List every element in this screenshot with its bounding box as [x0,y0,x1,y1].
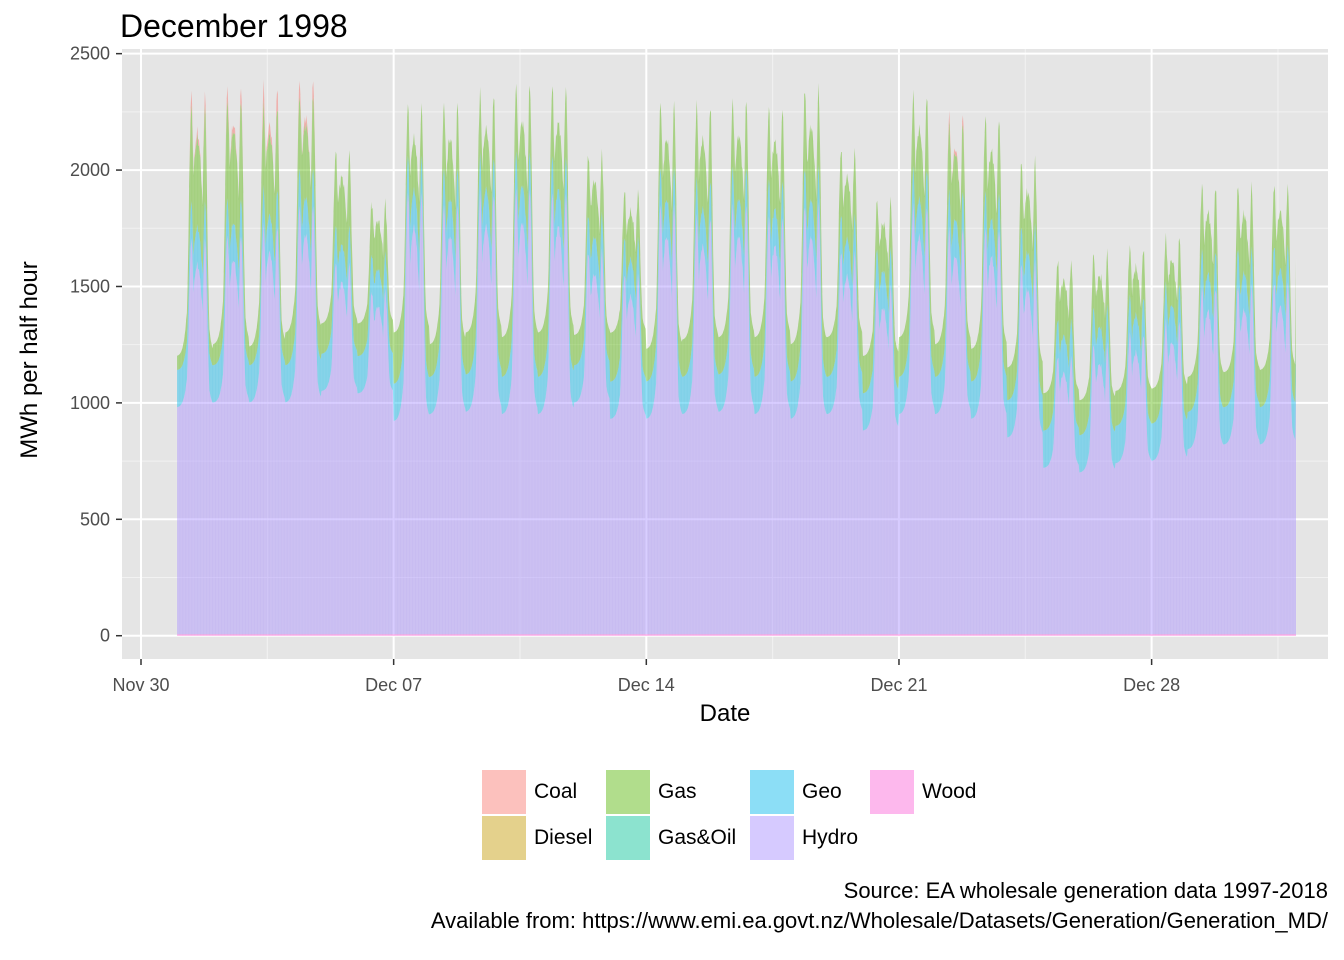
legend-label-gas-oil: Gas&Oil [658,826,737,849]
series-area-wood [177,634,1297,636]
x-tick-label: Nov 30 [112,675,169,695]
legend-key-geo [750,770,794,814]
series-area-hydro [177,188,1297,635]
legend-label-gas: Gas [658,780,697,803]
y-tick-label: 2000 [70,160,110,180]
series-area-geo [177,151,1297,473]
legend-key-coal [482,770,526,814]
y-tick-label: 500 [80,509,110,529]
legend-item-coal: Coal [482,770,577,814]
x-tick-label: Dec 14 [618,675,675,695]
caption-line-2: Available from: https://www.emi.ea.govt.… [430,908,1328,933]
legend-label-coal: Coal [534,780,578,803]
legend-label-diesel: Diesel [534,826,593,849]
legend-item-geo: Geo [750,770,842,814]
chart-title: December 1998 [120,8,348,44]
x-axis-label: Date [699,700,751,727]
legend-key-diesel [482,816,526,860]
legend-key-wood [870,770,914,814]
legend-key-hydro [750,816,794,860]
y-tick-label: 2500 [70,44,110,64]
legend-item-gas-oil: Gas&Oil [606,816,736,860]
source-caption: Source: EA wholesale generation data 199… [431,876,1328,936]
x-tick-label: Dec 28 [1123,675,1180,695]
legend-label-hydro: Hydro [802,826,859,849]
y-tick-label: 1000 [70,393,110,413]
legend-key-gas [606,770,650,814]
x-tick-label: Dec 21 [870,675,927,695]
legend-item-gas: Gas [606,770,697,814]
legend-item-diesel: Diesel [482,816,592,860]
legend-label-wood: Wood [922,780,977,803]
plot-panel [122,49,1328,659]
legend-label-geo: Geo [802,780,842,803]
legend: Coal Diesel Gas Gas&Oil Geo Hydro Wood [482,770,1002,860]
y-axis-label: MWh per half hour [16,261,43,459]
legend-item-wood: Wood [870,770,976,814]
y-tick-label: 0 [100,626,110,646]
series-area-gas [177,83,1297,436]
y-tick-label: 1500 [70,276,110,296]
caption-line-1: Source: EA wholesale generation data 199… [843,878,1328,903]
x-tick-label: Dec 07 [365,675,422,695]
bar-texture [176,88,1297,636]
legend-key-gas-oil [606,816,650,860]
legend-item-hydro: Hydro [750,816,858,860]
